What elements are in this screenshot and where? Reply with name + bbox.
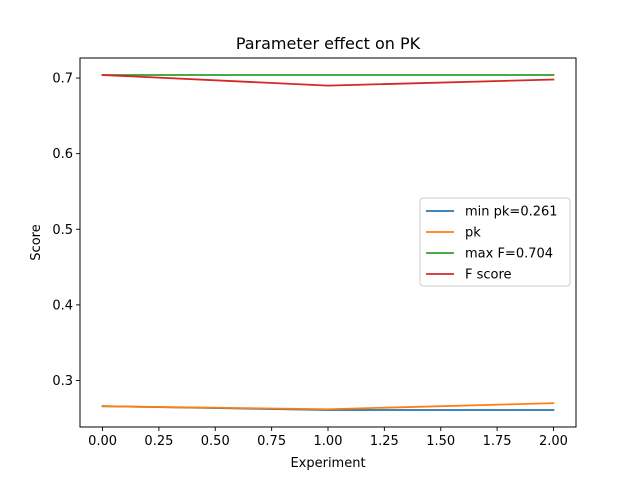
y-tick-label: 0.3: [52, 374, 73, 389]
legend-entry-2: max F=0.704: [465, 247, 553, 262]
x-tick-label: 0.00: [88, 434, 117, 449]
y-axis-label: Score: [29, 224, 44, 260]
x-axis: 0.00 0.25 0.50 0.75 1.00 1.25 1.50 1.75 2.00: [88, 427, 568, 449]
x-tick-label: 1.50: [426, 434, 455, 449]
y-axis: 0.3 0.4 0.5 0.6 0.7: [52, 72, 80, 389]
x-tick-label: 0.75: [257, 434, 286, 449]
chart-title: Parameter effect on PK: [236, 34, 421, 53]
y-tick-label: 0.5: [52, 223, 73, 238]
x-tick-label: 1.25: [370, 434, 399, 449]
x-tick-label: 0.25: [144, 434, 173, 449]
legend-entry-3: F score: [465, 268, 512, 283]
x-tick-label: 1.00: [314, 434, 343, 449]
series-line-1: [101, 402, 555, 411]
legend-entry-1: pk: [465, 226, 481, 241]
legend-entry-0: min pk=0.261: [465, 205, 558, 220]
plot-lines: [101, 74, 555, 411]
series-line-3: [101, 74, 555, 87]
legend: min pk=0.261 pk max F=0.704 F score: [419, 197, 571, 287]
y-tick-label: 0.7: [52, 72, 73, 87]
x-tick-label: 0.50: [201, 434, 230, 449]
x-axis-label: Experiment: [290, 456, 365, 471]
x-tick-label: 1.75: [483, 434, 512, 449]
y-tick-label: 0.6: [52, 147, 73, 162]
legend-box: [419, 197, 571, 287]
x-tick-label: 2.00: [539, 434, 568, 449]
y-tick-label: 0.4: [52, 298, 73, 313]
